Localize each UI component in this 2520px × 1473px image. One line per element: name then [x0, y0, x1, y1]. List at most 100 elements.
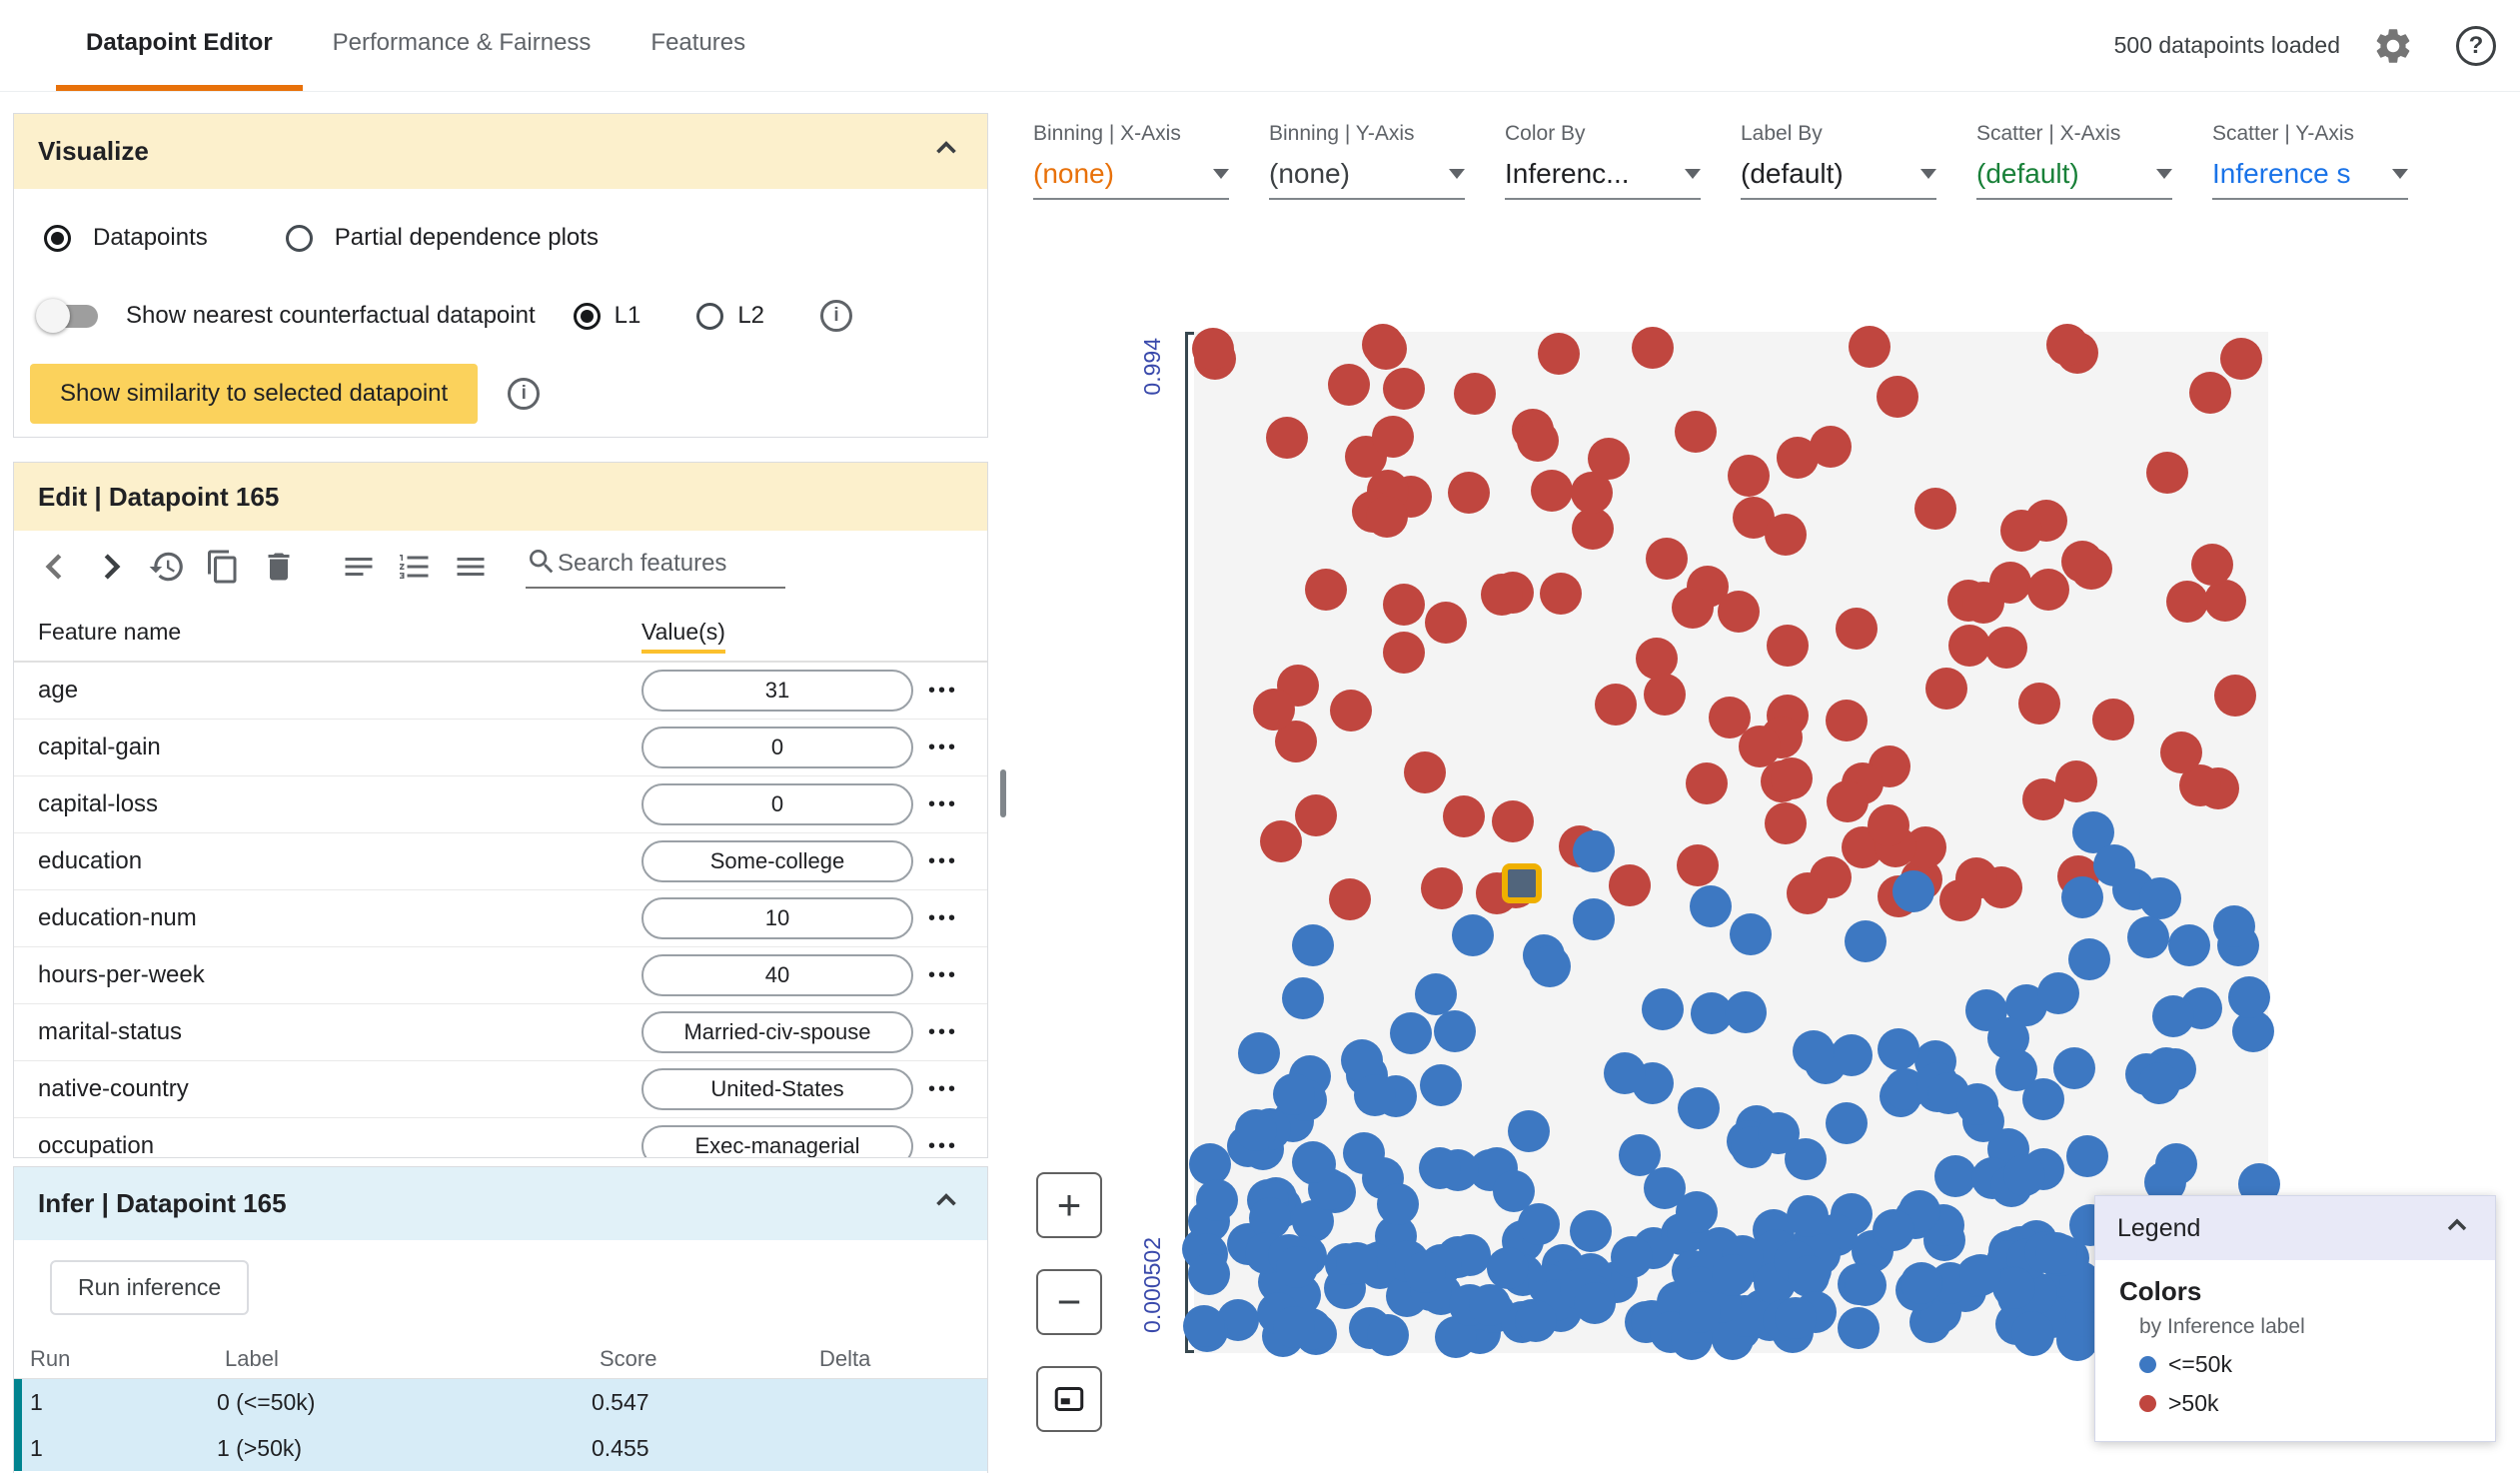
datapoint[interactable] — [1771, 757, 1814, 800]
datapoint[interactable] — [1631, 326, 1674, 369]
datapoint[interactable] — [1757, 1111, 1800, 1154]
l1-radio[interactable] — [573, 302, 601, 330]
numbered-list-icon[interactable] — [392, 544, 438, 590]
datapoint[interactable] — [1454, 373, 1497, 416]
datapoint[interactable] — [1825, 1102, 1868, 1145]
datapoint[interactable] — [1377, 1183, 1420, 1226]
feature-value-column-header[interactable]: Value(s) — [641, 618, 973, 654]
datapoint[interactable] — [2165, 581, 2208, 624]
datapoint[interactable] — [1248, 1196, 1291, 1239]
datapoint[interactable] — [2065, 1135, 2108, 1178]
datapoint[interactable] — [1508, 1109, 1551, 1152]
datapoint[interactable] — [1672, 586, 1715, 629]
datapoint[interactable] — [1468, 1284, 1511, 1327]
visualize-header[interactable]: Visualize — [14, 114, 987, 189]
duplicate-datapoint-icon[interactable] — [200, 544, 246, 590]
datapoint[interactable] — [1237, 1031, 1280, 1074]
datapoint[interactable] — [1676, 1190, 1719, 1233]
datapoint[interactable] — [2034, 1231, 2077, 1274]
datapoint[interactable] — [2002, 1154, 2045, 1197]
datapoint[interactable] — [1948, 625, 1991, 668]
datapoint[interactable] — [1354, 1073, 1396, 1116]
datapoint[interactable] — [1873, 1209, 1915, 1252]
datapoint[interactable] — [1678, 1087, 1721, 1130]
datapoint[interactable] — [1517, 420, 1560, 463]
counterfactual-toggle[interactable] — [36, 298, 98, 333]
scrollbar-thumb[interactable] — [1000, 769, 1006, 817]
datapoint[interactable] — [2046, 323, 2089, 366]
datapoint[interactable] — [1727, 454, 1770, 497]
info-icon[interactable]: i — [508, 378, 541, 410]
datapoint[interactable] — [1764, 513, 1807, 556]
datapoint[interactable] — [1961, 581, 2004, 624]
datapoint[interactable] — [1924, 667, 1967, 710]
datapoint[interactable] — [1810, 426, 1853, 469]
datapoint[interactable] — [1383, 631, 1425, 674]
datapoint[interactable] — [1826, 779, 1869, 822]
datapoint[interactable] — [1724, 990, 1767, 1033]
datapoint[interactable] — [1196, 1178, 1239, 1221]
zoom-in-button[interactable]: + — [1036, 1172, 1102, 1238]
datapoint[interactable] — [1424, 601, 1467, 644]
datapoint[interactable] — [2188, 372, 2231, 415]
tab-datapoint-editor[interactable]: Datapoint Editor — [56, 0, 303, 91]
datapoint[interactable] — [1877, 1027, 1919, 1070]
datapoint[interactable] — [2053, 1047, 2096, 1090]
datapoint[interactable] — [1836, 608, 1879, 651]
datapoint[interactable] — [1419, 1146, 1462, 1189]
datapoint[interactable] — [1573, 1281, 1616, 1324]
datapoint[interactable] — [1604, 1052, 1647, 1095]
collapse-chevron-icon[interactable] — [929, 131, 963, 172]
datapoint[interactable] — [1295, 794, 1337, 836]
datapoint[interactable] — [1252, 688, 1295, 731]
settings-gear-icon[interactable] — [2370, 23, 2416, 69]
partial-dependence-radio[interactable] — [285, 224, 313, 252]
datapoint[interactable] — [1674, 410, 1717, 453]
datapoint[interactable] — [1383, 368, 1426, 411]
feature-menu-icon[interactable]: ••• — [927, 736, 958, 758]
datapoint[interactable] — [2055, 760, 2098, 802]
datapoint[interactable] — [1712, 1253, 1755, 1296]
datapoint[interactable] — [1275, 1246, 1318, 1289]
datapoint[interactable] — [2127, 916, 2170, 959]
datapoint[interactable] — [1404, 750, 1447, 793]
feature-menu-icon[interactable]: ••• — [927, 1077, 958, 1100]
datapoint[interactable] — [1539, 572, 1582, 615]
datapoint[interactable] — [1336, 1241, 1379, 1284]
l2-radio[interactable] — [696, 302, 724, 330]
align-left-icon[interactable] — [336, 544, 382, 590]
datapoint[interactable] — [2092, 699, 2134, 741]
datapoint[interactable] — [2027, 568, 2069, 611]
datapoint[interactable] — [1389, 1011, 1432, 1054]
datapoint[interactable] — [1486, 1246, 1529, 1289]
datapoint[interactable] — [1838, 1306, 1880, 1349]
scatter-x-select[interactable]: (default) — [1976, 158, 2172, 200]
collapse-chevron-icon[interactable] — [2441, 1209, 2473, 1248]
fit-to-screen-button[interactable] — [1036, 1366, 1102, 1432]
info-icon[interactable]: i — [820, 300, 853, 332]
datapoint[interactable] — [1372, 415, 1415, 458]
datapoint[interactable] — [1403, 1251, 1446, 1294]
datapoint[interactable] — [1848, 325, 1890, 368]
feature-value-input[interactable]: 40 — [641, 954, 913, 996]
datapoint[interactable] — [1443, 795, 1486, 837]
datapoint[interactable] — [1281, 976, 1324, 1019]
datapoint[interactable] — [1739, 726, 1782, 768]
datapoint[interactable] — [1826, 699, 1869, 741]
datapoint[interactable] — [1452, 913, 1495, 956]
collapse-chevron-icon[interactable] — [929, 1183, 963, 1224]
datapoint[interactable] — [1266, 416, 1309, 459]
datapoint[interactable] — [1570, 1209, 1613, 1252]
feature-value-input[interactable]: Some-college — [641, 840, 913, 882]
tab-features[interactable]: Features — [621, 0, 775, 91]
datapoint[interactable] — [1868, 804, 1910, 847]
datapoint[interactable] — [1892, 870, 1934, 912]
inference-row[interactable]: 1 1 (>50k) 0.455 — [14, 1425, 987, 1471]
similarity-button[interactable]: Show similarity to selected datapoint — [30, 364, 479, 424]
datapoint[interactable] — [1382, 583, 1425, 626]
datapoint[interactable] — [1305, 568, 1348, 611]
datapoint[interactable] — [1537, 332, 1580, 375]
datapoint[interactable] — [1643, 674, 1686, 716]
datapoint[interactable] — [1273, 1072, 1316, 1115]
datapoint[interactable] — [2212, 905, 2255, 948]
